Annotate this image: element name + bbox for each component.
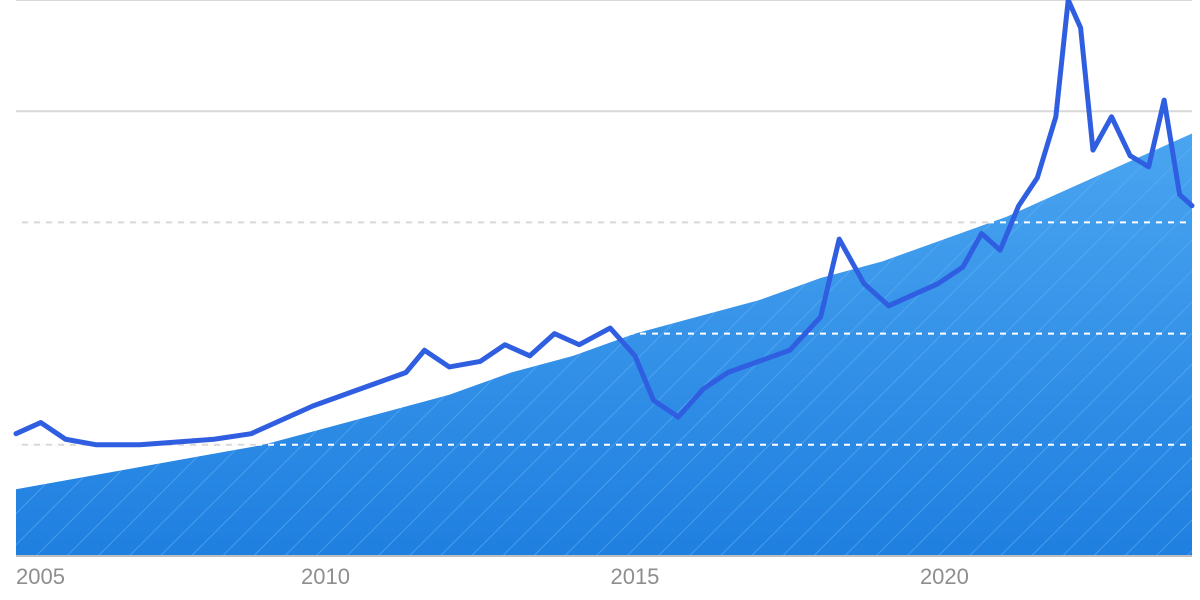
x-tick-label: 2005 bbox=[16, 564, 65, 589]
x-tick-label: 2015 bbox=[610, 564, 659, 589]
line-area-chart: 2005 2010 2015 2020 bbox=[0, 0, 1200, 600]
area-series bbox=[16, 133, 1192, 556]
x-tick-label: 2020 bbox=[920, 564, 969, 589]
x-tick-label: 2010 bbox=[301, 564, 350, 589]
x-tick-labels: 2005 2010 2015 2020 bbox=[16, 564, 969, 589]
